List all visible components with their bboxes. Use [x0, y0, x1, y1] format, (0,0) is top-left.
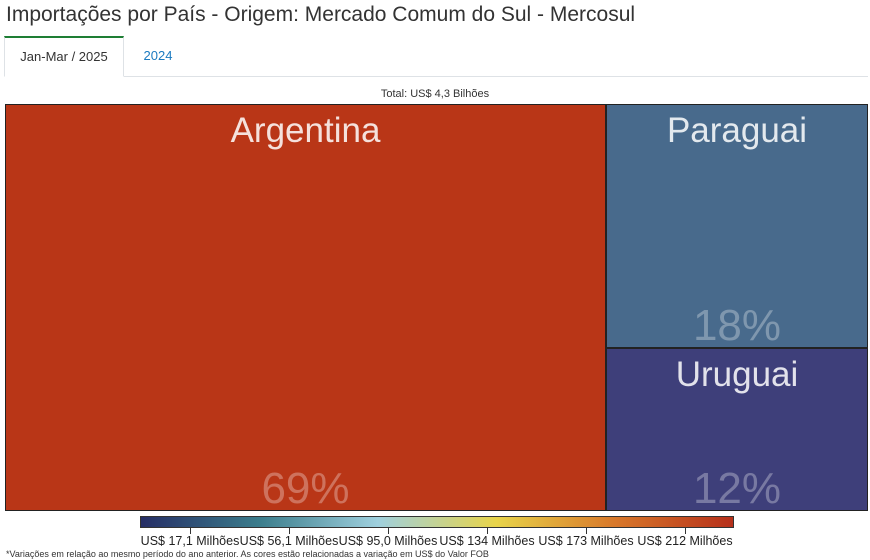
treemap-cell-uruguai[interactable]: Uruguai 12%: [606, 348, 868, 512]
treemap-cell-argentina[interactable]: Argentina 69%: [5, 104, 606, 512]
treemap-share-argentina: 69%: [261, 464, 349, 511]
tab-jan-mar-2025[interactable]: Jan-Mar / 2025: [4, 36, 124, 77]
treemap-share-uruguai: 12%: [693, 464, 781, 511]
color-scale-tick-label: US$ 56,1 Milhões: [239, 534, 339, 548]
color-scale-tick: [190, 528, 191, 534]
page-title: Importações por País - Origem: Mercado C…: [6, 3, 636, 26]
chart-total-label: Total: US$ 4,3 Bilhões: [380, 88, 490, 100]
treemap-rect-argentina[interactable]: [5, 104, 606, 511]
treemap-label-argentina: Argentina: [231, 111, 381, 150]
color-scale-tick: [289, 528, 290, 534]
treemap-chart: Argentina 69% Paraguai 18% Uruguai 12%: [5, 104, 868, 511]
color-scale-tick-label: US$ 17,1 Milhões: [140, 534, 240, 548]
color-scale-bar: [140, 516, 734, 528]
color-scale-tick: [685, 528, 686, 534]
treemap-rect-uruguai[interactable]: [606, 348, 868, 511]
footnote: *Variações em relação ao mesmo período d…: [6, 549, 489, 559]
color-scale-tick: [487, 528, 488, 534]
color-scale-tick-label: US$ 212 Milhões: [637, 534, 733, 548]
color-scale-tick: [586, 528, 587, 534]
period-tabs: Jan-Mar / 2025 2024: [4, 36, 868, 77]
treemap-rect-paraguai[interactable]: [606, 104, 868, 348]
treemap-label-uruguai: Uruguai: [676, 355, 799, 394]
color-scale-tick-label: US$ 95,0 Milhões: [338, 534, 438, 548]
treemap-share-paraguai: 18%: [693, 301, 781, 350]
treemap-label-paraguai: Paraguai: [667, 111, 807, 150]
treemap-cell-paraguai[interactable]: Paraguai 18%: [606, 104, 868, 351]
color-scale-tick: [388, 528, 389, 534]
color-scale-tick-label: US$ 134 Milhões: [439, 534, 535, 548]
tab-2024[interactable]: 2024: [143, 48, 173, 63]
color-scale-tick-label: US$ 173 Milhões: [538, 534, 634, 548]
